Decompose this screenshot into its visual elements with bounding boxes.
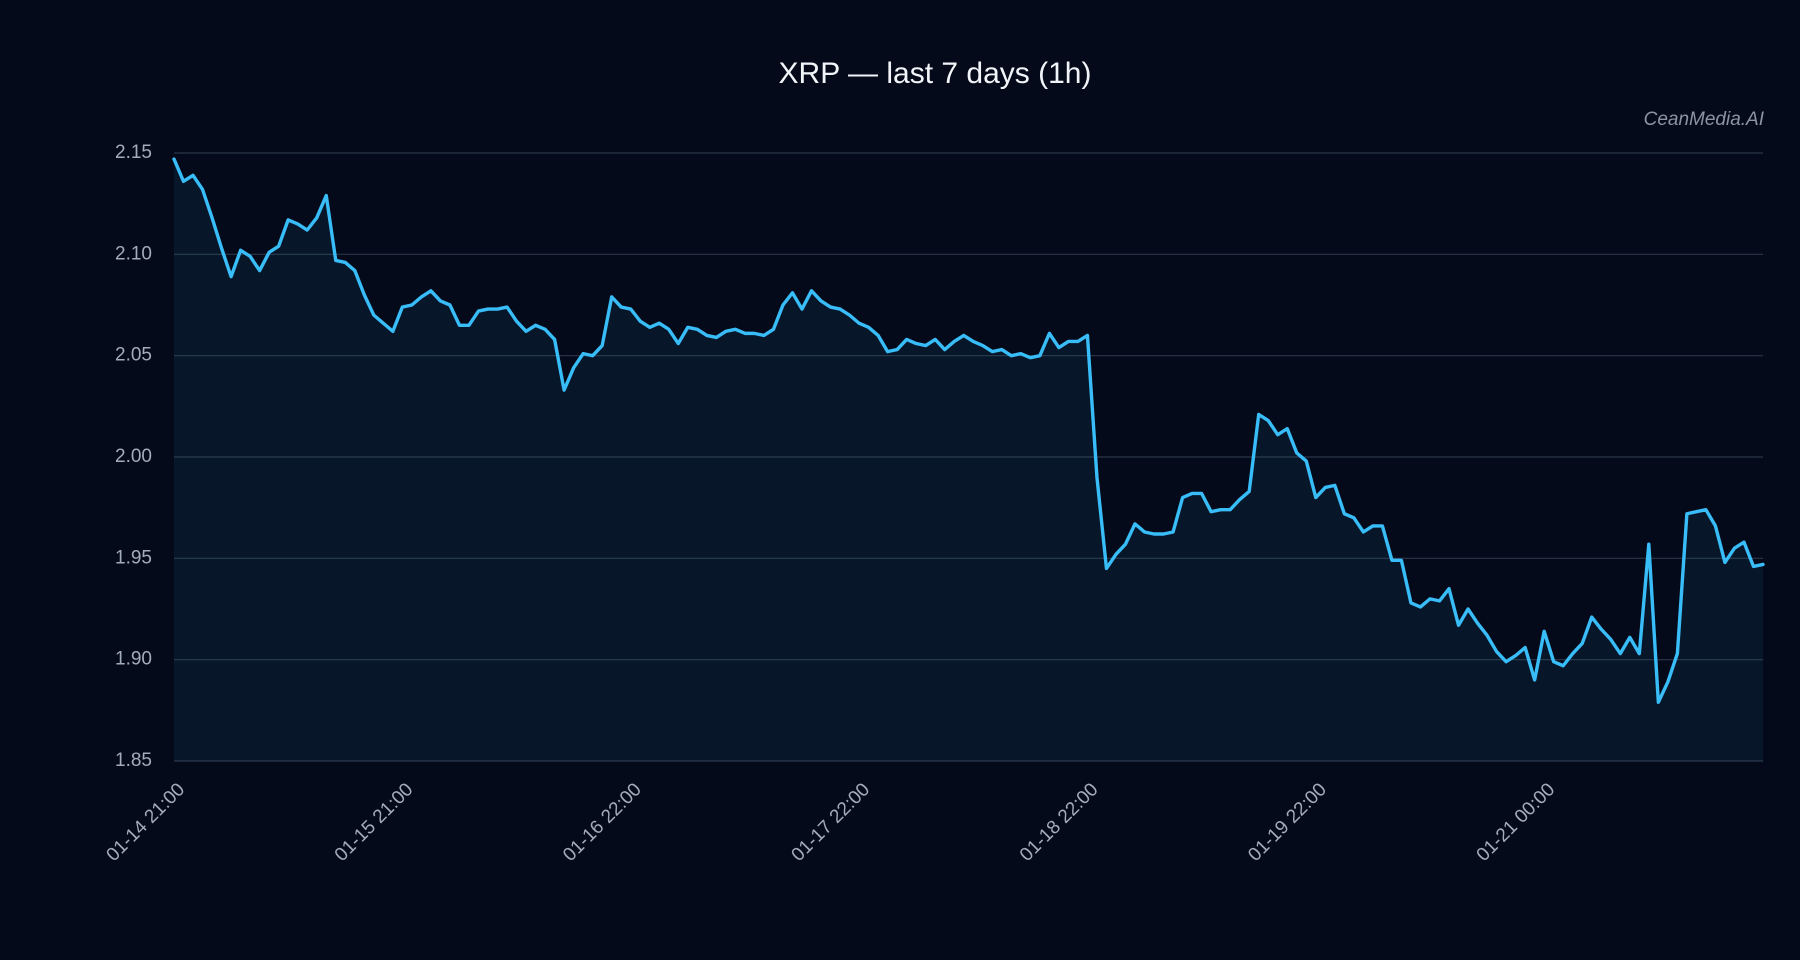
y-tick-label: 1.85	[115, 750, 152, 771]
area	[174, 159, 1763, 761]
y-tick-label: 1.95	[115, 547, 152, 568]
y-tick-label: 2.05	[115, 345, 152, 366]
price-line	[172, 157, 1765, 704]
y-tick-label: 2.15	[115, 142, 152, 163]
y-tick-label: 1.90	[115, 649, 152, 670]
y-tick-label: 2.10	[115, 243, 152, 264]
watermark: CeanMedia.AI	[1644, 109, 1765, 130]
y-tick-label: 2.00	[115, 446, 152, 467]
chart-title: XRP — last 7 days (1h)	[779, 57, 1092, 90]
